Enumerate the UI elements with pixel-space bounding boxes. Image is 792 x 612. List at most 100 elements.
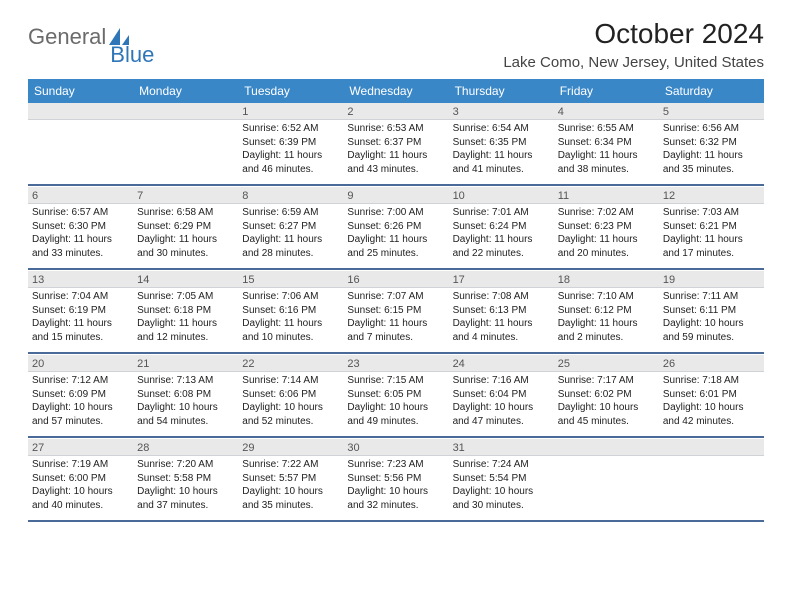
calendar-cell: 19Sunrise: 7:11 AMSunset: 6:11 PMDayligh…: [659, 271, 764, 355]
day-number: 15: [238, 271, 343, 288]
day-dl1: Daylight: 10 hours: [242, 401, 339, 415]
day-number: 17: [449, 271, 554, 288]
calendar-cell: 8Sunrise: 6:59 AMSunset: 6:27 PMDaylight…: [238, 187, 343, 271]
calendar-body: 1Sunrise: 6:52 AMSunset: 6:39 PMDaylight…: [28, 103, 764, 523]
day-info: Sunrise: 6:52 AMSunset: 6:39 PMDaylight:…: [238, 120, 343, 186]
day-dl2: and 45 minutes.: [558, 415, 655, 429]
day-sr: Sunrise: 7:17 AM: [558, 374, 655, 388]
calendar-cell: 23Sunrise: 7:15 AMSunset: 6:05 PMDayligh…: [343, 355, 448, 439]
day-dl1: Daylight: 10 hours: [32, 401, 129, 415]
calendar-cell: 31Sunrise: 7:24 AMSunset: 5:54 PMDayligh…: [449, 439, 554, 523]
dayname-wednesday: Wednesday: [343, 79, 448, 103]
day-ss: Sunset: 6:21 PM: [663, 220, 760, 234]
day-info: Sunrise: 7:12 AMSunset: 6:09 PMDaylight:…: [28, 372, 133, 438]
day-sr: Sunrise: 6:58 AM: [137, 206, 234, 220]
day-ss: Sunset: 6:15 PM: [347, 304, 444, 318]
day-sr: Sunrise: 7:06 AM: [242, 290, 339, 304]
day-sr: Sunrise: 7:04 AM: [32, 290, 129, 304]
day-sr: Sunrise: 7:22 AM: [242, 458, 339, 472]
day-dl2: and 25 minutes.: [347, 247, 444, 261]
day-dl2: and 59 minutes.: [663, 331, 760, 345]
day-dl2: and 41 minutes.: [453, 163, 550, 177]
day-sr: Sunrise: 7:18 AM: [663, 374, 760, 388]
calendar-week: 27Sunrise: 7:19 AMSunset: 6:00 PMDayligh…: [28, 439, 764, 523]
day-info: Sunrise: 7:03 AMSunset: 6:21 PMDaylight:…: [659, 204, 764, 270]
day-number: 25: [554, 355, 659, 372]
topbar: General Blue October 2024 Lake Como, New…: [28, 18, 764, 71]
day-info: Sunrise: 7:08 AMSunset: 6:13 PMDaylight:…: [449, 288, 554, 354]
day-dl2: and 22 minutes.: [453, 247, 550, 261]
day-number: 19: [659, 271, 764, 288]
calendar-page: General Blue October 2024 Lake Como, New…: [0, 0, 792, 523]
day-info: Sunrise: 7:10 AMSunset: 6:12 PMDaylight:…: [554, 288, 659, 354]
calendar-cell: 26Sunrise: 7:18 AMSunset: 6:01 PMDayligh…: [659, 355, 764, 439]
calendar-cell: [133, 103, 238, 187]
calendar-cell: 4Sunrise: 6:55 AMSunset: 6:34 PMDaylight…: [554, 103, 659, 187]
calendar-cell: 7Sunrise: 6:58 AMSunset: 6:29 PMDaylight…: [133, 187, 238, 271]
day-number: 21: [133, 355, 238, 372]
logo: General Blue: [28, 18, 154, 50]
day-ss: Sunset: 6:11 PM: [663, 304, 760, 318]
calendar-week: 13Sunrise: 7:04 AMSunset: 6:19 PMDayligh…: [28, 271, 764, 355]
day-ss: Sunset: 6:08 PM: [137, 388, 234, 402]
dayname-monday: Monday: [133, 79, 238, 103]
day-ss: Sunset: 6:18 PM: [137, 304, 234, 318]
day-info: Sunrise: 7:20 AMSunset: 5:58 PMDaylight:…: [133, 456, 238, 522]
calendar-week: 6Sunrise: 6:57 AMSunset: 6:30 PMDaylight…: [28, 187, 764, 271]
day-sr: Sunrise: 7:10 AM: [558, 290, 655, 304]
dayname-thursday: Thursday: [449, 79, 554, 103]
calendar-cell: 13Sunrise: 7:04 AMSunset: 6:19 PMDayligh…: [28, 271, 133, 355]
day-dl1: Daylight: 10 hours: [663, 317, 760, 331]
day-dl2: and 12 minutes.: [137, 331, 234, 345]
day-dl1: Daylight: 11 hours: [347, 317, 444, 331]
day-info: Sunrise: 7:02 AMSunset: 6:23 PMDaylight:…: [554, 204, 659, 270]
day-dl2: and 37 minutes.: [137, 499, 234, 513]
day-dl1: Daylight: 11 hours: [663, 149, 760, 163]
day-dl2: and 46 minutes.: [242, 163, 339, 177]
day-dl1: Daylight: 11 hours: [558, 233, 655, 247]
day-sr: Sunrise: 7:07 AM: [347, 290, 444, 304]
day-dl2: and 57 minutes.: [32, 415, 129, 429]
day-dl1: Daylight: 10 hours: [453, 485, 550, 499]
day-info: Sunrise: 7:15 AMSunset: 6:05 PMDaylight:…: [343, 372, 448, 438]
calendar-cell: 17Sunrise: 7:08 AMSunset: 6:13 PMDayligh…: [449, 271, 554, 355]
day-dl1: Daylight: 10 hours: [663, 401, 760, 415]
day-number: 30: [343, 439, 448, 456]
day-sr: Sunrise: 7:01 AM: [453, 206, 550, 220]
day-dl1: Daylight: 10 hours: [347, 401, 444, 415]
day-ss: Sunset: 6:23 PM: [558, 220, 655, 234]
day-ss: Sunset: 6:29 PM: [137, 220, 234, 234]
day-dl2: and 40 minutes.: [32, 499, 129, 513]
day-ss: Sunset: 6:00 PM: [32, 472, 129, 486]
day-info: Sunrise: 7:11 AMSunset: 6:11 PMDaylight:…: [659, 288, 764, 354]
dayname-tuesday: Tuesday: [238, 79, 343, 103]
day-number: 26: [659, 355, 764, 372]
day-dl1: Daylight: 11 hours: [32, 233, 129, 247]
day-dl1: Daylight: 11 hours: [137, 317, 234, 331]
day-ss: Sunset: 6:05 PM: [347, 388, 444, 402]
dayname-friday: Friday: [554, 79, 659, 103]
calendar-cell: 28Sunrise: 7:20 AMSunset: 5:58 PMDayligh…: [133, 439, 238, 523]
day-ss: Sunset: 5:58 PM: [137, 472, 234, 486]
calendar-cell: 11Sunrise: 7:02 AMSunset: 6:23 PMDayligh…: [554, 187, 659, 271]
day-info: Sunrise: 6:56 AMSunset: 6:32 PMDaylight:…: [659, 120, 764, 186]
day-dl1: Daylight: 10 hours: [242, 485, 339, 499]
dayname-sunday: Sunday: [28, 79, 133, 103]
day-number: 10: [449, 187, 554, 204]
day-sr: Sunrise: 7:12 AM: [32, 374, 129, 388]
day-number: 8: [238, 187, 343, 204]
day-number: 12: [659, 187, 764, 204]
calendar-cell: 1Sunrise: 6:52 AMSunset: 6:39 PMDaylight…: [238, 103, 343, 187]
calendar-cell: 22Sunrise: 7:14 AMSunset: 6:06 PMDayligh…: [238, 355, 343, 439]
calendar-cell: 29Sunrise: 7:22 AMSunset: 5:57 PMDayligh…: [238, 439, 343, 523]
day-info: Sunrise: 7:07 AMSunset: 6:15 PMDaylight:…: [343, 288, 448, 354]
day-number: 24: [449, 355, 554, 372]
day-sr: Sunrise: 6:54 AM: [453, 122, 550, 136]
day-sr: Sunrise: 7:11 AM: [663, 290, 760, 304]
day-info: Sunrise: 7:16 AMSunset: 6:04 PMDaylight:…: [449, 372, 554, 438]
calendar-cell: 15Sunrise: 7:06 AMSunset: 6:16 PMDayligh…: [238, 271, 343, 355]
logo-text-gray: General: [28, 24, 106, 50]
day-info: Sunrise: 6:55 AMSunset: 6:34 PMDaylight:…: [554, 120, 659, 186]
day-dl2: and 38 minutes.: [558, 163, 655, 177]
day-ss: Sunset: 5:54 PM: [453, 472, 550, 486]
